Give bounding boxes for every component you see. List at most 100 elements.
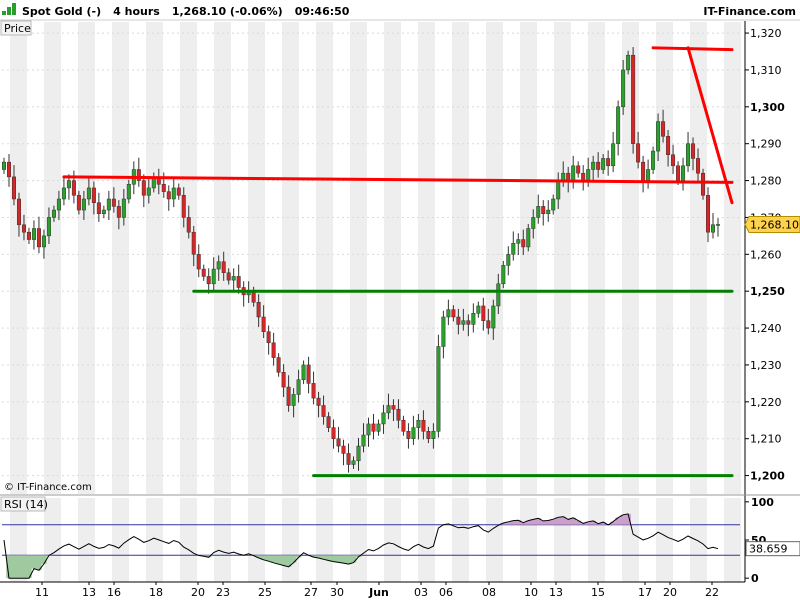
bear-candle <box>306 364 311 384</box>
bear-candle <box>631 54 636 144</box>
x-tick-label: 22 <box>705 586 719 599</box>
price-session-band <box>690 22 707 494</box>
last-price-marker <box>744 215 800 233</box>
price-session-band <box>44 22 61 494</box>
rsi-session-band <box>146 498 163 582</box>
last-price-label: 1,268.10 <box>750 218 799 231</box>
bear-candle <box>426 431 431 439</box>
price-tick-label: 1,320 <box>750 27 782 40</box>
bull-candle <box>686 143 691 167</box>
bear-candle <box>696 158 701 174</box>
bull-candle <box>601 158 606 170</box>
bear-candle <box>136 169 141 181</box>
x-tick-label: Jun <box>368 586 389 599</box>
bear-candle <box>11 176 16 200</box>
copyright-watermark: © IT-Finance.com <box>4 482 92 493</box>
x-tick-label: 13 <box>549 586 563 599</box>
x-tick-label: 23 <box>216 586 230 599</box>
bull-candle <box>516 239 521 244</box>
price-session-band <box>554 22 571 494</box>
bear-candle <box>326 416 331 428</box>
rsi-label-box <box>0 496 46 512</box>
price-session-band <box>180 22 197 494</box>
rsi-session-band <box>622 498 639 582</box>
rsi-session-band <box>418 498 435 582</box>
bull-candle <box>526 228 531 248</box>
bull-candle <box>106 198 111 211</box>
bull-candle <box>301 364 306 380</box>
rsi-session-band <box>316 498 333 582</box>
bull-candle <box>506 254 511 266</box>
rsi-last-value-box <box>745 541 800 557</box>
bull-candle <box>651 150 656 170</box>
price-session-band <box>214 22 231 494</box>
bear-candle <box>466 320 471 325</box>
rsi-line <box>3 513 719 579</box>
price-session-band <box>350 22 367 494</box>
price-label-box <box>0 20 32 36</box>
logo-bar <box>7 7 11 15</box>
bear-candle <box>691 143 696 159</box>
bull-candle <box>656 121 661 152</box>
bull-candle <box>561 172 566 181</box>
x-tick-label: 08 <box>482 586 496 599</box>
bear-candle <box>576 165 581 174</box>
price-session-band <box>78 22 95 494</box>
bull-candle <box>536 206 541 218</box>
bear-candle <box>346 453 351 465</box>
bull-candle <box>31 228 36 240</box>
price-tick-label: 1,240 <box>750 322 782 335</box>
x-tick-label: 06 <box>439 586 453 599</box>
header-bar <box>0 0 800 20</box>
price-session-band <box>520 22 537 494</box>
bull-candle <box>681 165 686 181</box>
bear-candle <box>596 161 601 170</box>
rsi-session-band <box>248 498 265 582</box>
bull-candle <box>296 379 301 395</box>
bear-candle <box>176 187 181 196</box>
rsi-tick-label: 0 <box>751 572 759 585</box>
bull-candle <box>616 106 621 144</box>
bull-candle <box>431 431 436 439</box>
bear-candle <box>701 172 706 196</box>
bull-candle <box>511 243 516 255</box>
bull-candle <box>461 320 466 325</box>
price-tick-label: 1,250 <box>750 285 785 298</box>
rsi-session-band <box>78 498 95 582</box>
price-tick-label: 1,290 <box>750 138 782 151</box>
bear-candle <box>221 261 226 273</box>
bull-candle <box>351 460 356 465</box>
rsi-tick-label: 100 <box>751 496 774 509</box>
bear-candle <box>661 121 666 137</box>
bull-candle <box>41 235 46 248</box>
header-timeframe: 4 hours <box>113 5 160 18</box>
price-session-band <box>10 22 27 494</box>
bear-candle <box>236 276 241 288</box>
rsi-session-band <box>486 498 503 582</box>
rsi-session-band <box>452 498 469 582</box>
bear-candle <box>706 195 711 233</box>
header-time: 09:46:50 <box>295 5 350 18</box>
bear-candle <box>606 158 611 167</box>
rsi-session-band <box>384 498 401 582</box>
bear-candle <box>251 290 256 303</box>
bear-candle <box>226 272 231 281</box>
price-tick-label: 1,310 <box>750 64 782 77</box>
rsi-session-band <box>112 498 129 582</box>
resistance-line <box>62 175 734 184</box>
bull-candle <box>711 224 716 233</box>
x-tick-label: 15 <box>591 586 605 599</box>
x-tick-label: 18 <box>149 586 163 599</box>
bull-candle <box>121 198 126 218</box>
bear-candle <box>186 217 191 233</box>
bear-candle <box>636 143 641 163</box>
bull-candle <box>646 169 651 181</box>
bull-candle <box>441 316 446 347</box>
bull-candle <box>471 313 476 325</box>
bull-candle <box>211 268 216 285</box>
bull-candle <box>546 209 551 214</box>
bear-candle <box>456 316 461 325</box>
price-session-band <box>656 22 673 494</box>
header-last-quote: 1,268.10 (-0.06%) <box>172 5 283 18</box>
